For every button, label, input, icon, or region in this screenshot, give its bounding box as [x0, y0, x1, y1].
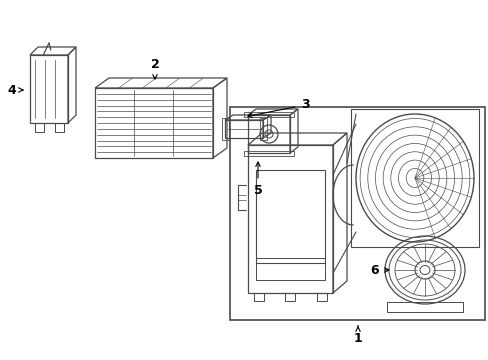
Bar	[35, 123, 44, 132]
Text: 2: 2	[150, 58, 159, 79]
Bar	[244, 112, 293, 117]
Text: 3: 3	[247, 99, 309, 118]
Bar	[253, 293, 264, 301]
Bar	[256, 258, 325, 280]
Bar	[244, 151, 293, 156]
Bar	[55, 123, 64, 132]
Bar	[260, 118, 266, 140]
Text: 5: 5	[253, 162, 262, 197]
Bar	[386, 302, 462, 312]
Bar	[350, 109, 478, 247]
Text: 1: 1	[353, 326, 362, 345]
Text: 4: 4	[8, 84, 23, 96]
Bar	[316, 293, 326, 301]
Text: 6: 6	[370, 264, 388, 276]
Bar	[229, 107, 484, 320]
Bar	[285, 293, 294, 301]
Bar	[256, 170, 325, 263]
Bar	[222, 118, 228, 140]
